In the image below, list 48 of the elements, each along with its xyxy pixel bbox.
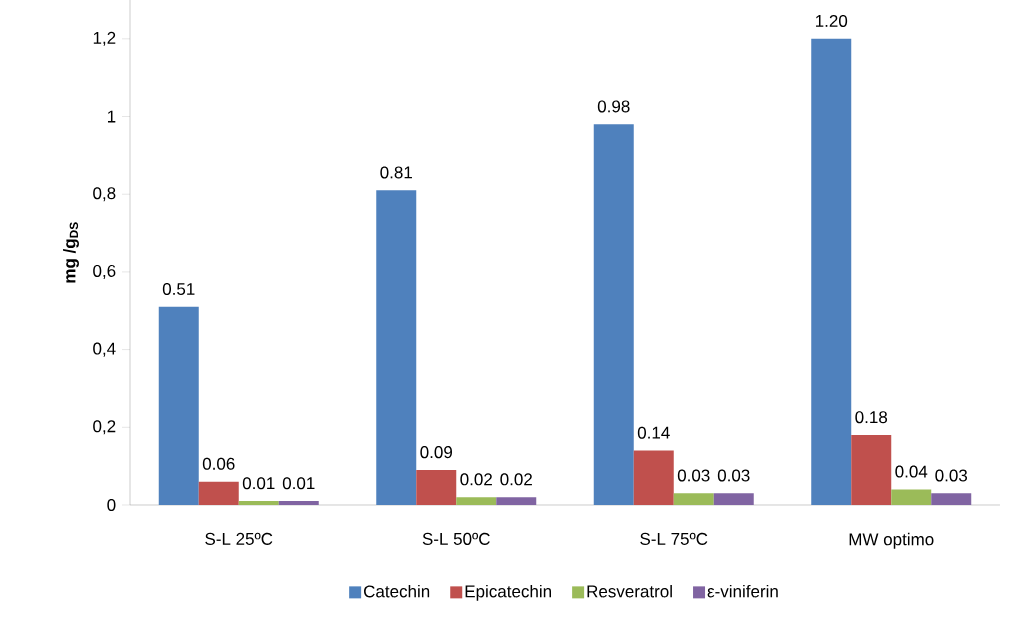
data-label: 0.98 — [597, 100, 630, 113]
x-tick-label: S-L 50ºC — [422, 532, 490, 545]
y-tick-label: 0,4 — [93, 342, 116, 357]
bar — [376, 190, 417, 505]
data-label: 0.06 — [202, 457, 235, 470]
data-label: 0.09 — [420, 446, 452, 459]
data-label: 0.14 — [637, 426, 670, 439]
data-label: 0.18 — [855, 411, 888, 424]
y-tick-label: 1,2 — [93, 31, 116, 46]
bar — [238, 501, 279, 505]
data-label: 0.01 — [282, 477, 315, 490]
x-tick-label: S-L 75ºC — [640, 532, 708, 545]
bar — [891, 489, 932, 505]
bar — [158, 306, 199, 505]
y-tick-label: 0 — [107, 498, 116, 512]
bar — [931, 493, 972, 505]
bar — [278, 501, 319, 505]
y-tick-label: 0,2 — [93, 420, 116, 435]
x-tick-label: MW optimo — [849, 532, 934, 549]
data-label: 0.03 — [677, 469, 710, 482]
bar — [713, 493, 754, 505]
bar — [456, 497, 497, 505]
data-label: 0.03 — [717, 469, 750, 482]
y-axis-title: mg /g$_{DS}$ — [63, 222, 79, 283]
bar — [851, 435, 892, 505]
data-label: 0.02 — [460, 473, 492, 486]
x-tick-label: S-L 25ºC — [205, 532, 273, 545]
data-label: 0.01 — [242, 477, 275, 490]
data-label: 0.03 — [935, 469, 968, 482]
data-label: 0.81 — [380, 166, 412, 179]
legend-label: Catechin — [364, 584, 430, 598]
bar — [633, 450, 674, 505]
legend-label: ε-viniferin — [707, 584, 778, 598]
bar — [673, 493, 714, 505]
bar — [593, 124, 634, 505]
data-label: 1.20 — [816, 14, 848, 27]
legend-label: Resveratrol — [587, 584, 672, 598]
y-tick-label: 0,8 — [93, 187, 116, 202]
legend-label: Epicatechin — [465, 584, 551, 601]
y-tick-label: 0,6 — [93, 264, 116, 279]
bar — [198, 481, 239, 505]
bar — [811, 38, 852, 505]
data-label: 0.04 — [895, 465, 928, 478]
bar — [416, 470, 457, 505]
data-label: 0.02 — [500, 473, 532, 486]
y-tick-label: 1 — [107, 110, 116, 123]
data-label: 0.51 — [162, 282, 195, 296]
bar — [496, 497, 537, 505]
